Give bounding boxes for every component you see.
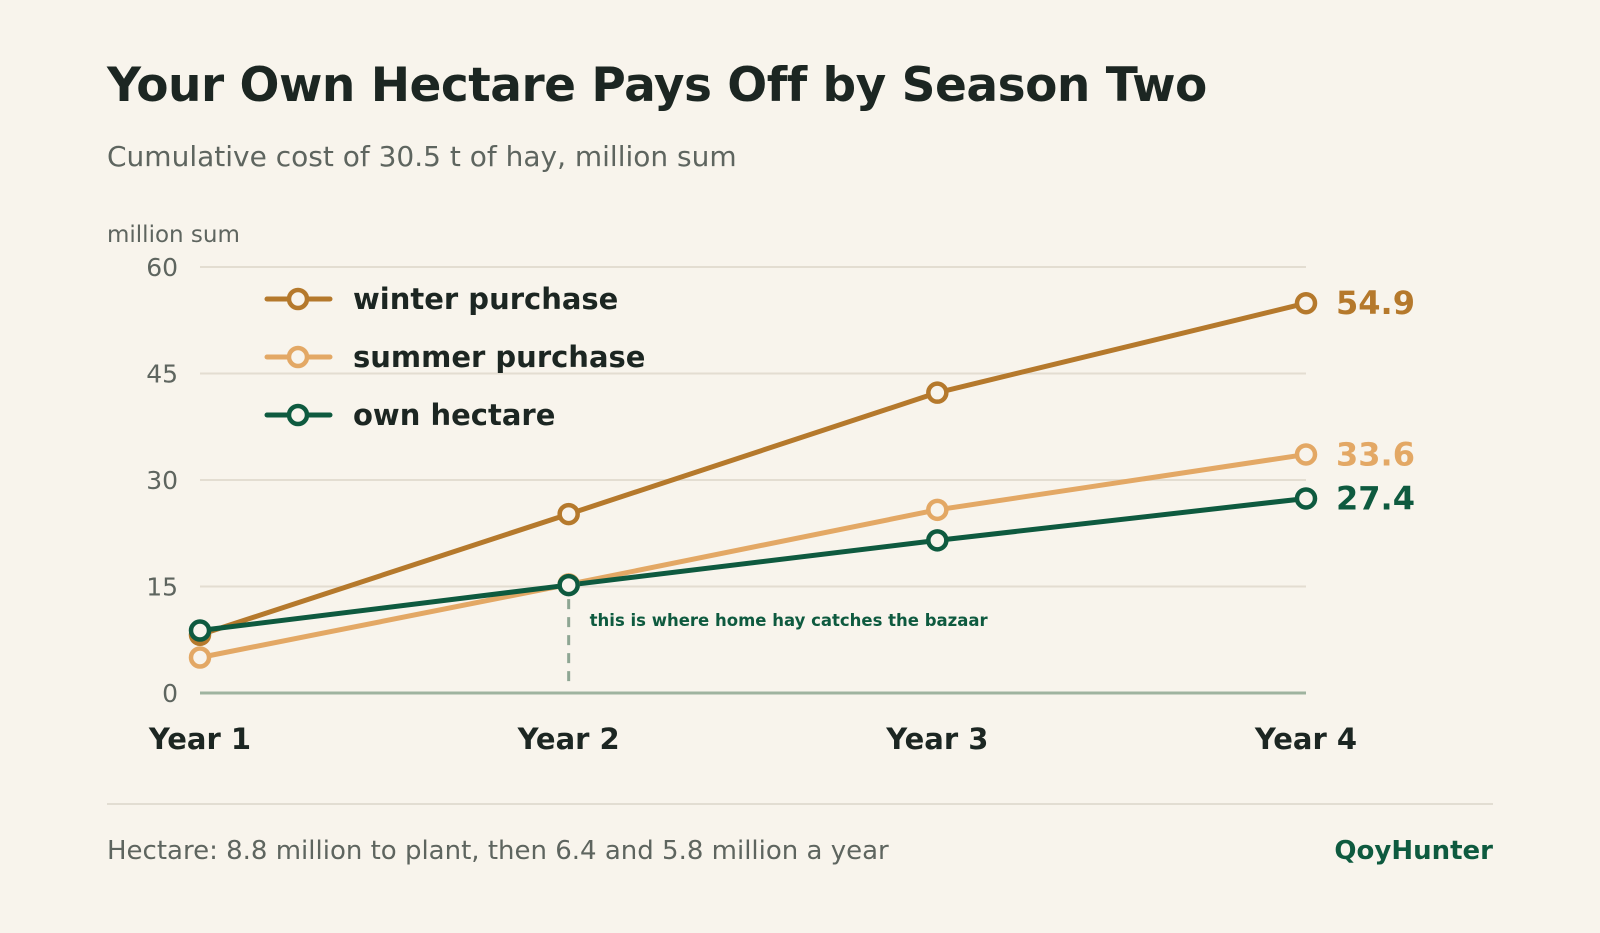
annotation-text: this is where home hay catches the bazaa… xyxy=(590,611,989,630)
end-value-label: 33.6 xyxy=(1336,435,1415,473)
y-tick-label: 60 xyxy=(146,253,178,282)
data-point xyxy=(1294,487,1318,510)
chart-subtitle: Cumulative cost of 30.5 t of hay, millio… xyxy=(107,140,737,173)
data-point xyxy=(188,646,212,669)
y-tick-label: 15 xyxy=(146,573,178,602)
x-tick-label: Year 4 xyxy=(1254,722,1357,756)
data-point xyxy=(926,498,949,522)
data-point xyxy=(557,502,580,526)
data-point xyxy=(926,381,949,404)
legend-entry: winter purchase xyxy=(353,282,618,316)
x-tick-label: Year 3 xyxy=(885,722,988,756)
end-value-label: 27.4 xyxy=(1336,479,1415,517)
chart-title: Your Own Hectare Pays Off by Season Two xyxy=(107,58,1207,113)
y-tick-label: 45 xyxy=(146,360,178,389)
end-value-label: 54.9 xyxy=(1336,284,1415,322)
legend-entry: own hectare xyxy=(353,398,555,432)
data-point xyxy=(188,619,212,642)
data-point xyxy=(1294,443,1318,466)
brand-logo-text: QoyHunter xyxy=(1334,836,1493,866)
data-point xyxy=(926,529,949,552)
x-tick-label: Year 2 xyxy=(517,722,620,756)
x-tick-label: Year 1 xyxy=(148,722,251,756)
line-chart: million sum 0 15 30 45 60 Year 1 Year 2 Year 3 Ye… xyxy=(107,222,1415,756)
footer-source-note: Hectare: 8.8 million to plant, then 6.4 … xyxy=(107,836,889,866)
legend-swatch-marker xyxy=(286,345,310,369)
series-line-1 xyxy=(197,451,1309,660)
series-line-0 xyxy=(197,300,1309,638)
series-line-2 xyxy=(197,495,1309,634)
footer-divider xyxy=(107,803,1493,805)
legend-entry: summer purchase xyxy=(353,340,645,374)
y-tick-label: 30 xyxy=(146,466,178,495)
legend-swatch-marker xyxy=(286,403,310,427)
legend-swatch-marker xyxy=(286,287,310,311)
data-point xyxy=(1294,291,1318,315)
data-point xyxy=(557,573,580,597)
y-axis-label: million sum xyxy=(107,222,240,248)
y-tick-label: 0 xyxy=(162,679,178,708)
